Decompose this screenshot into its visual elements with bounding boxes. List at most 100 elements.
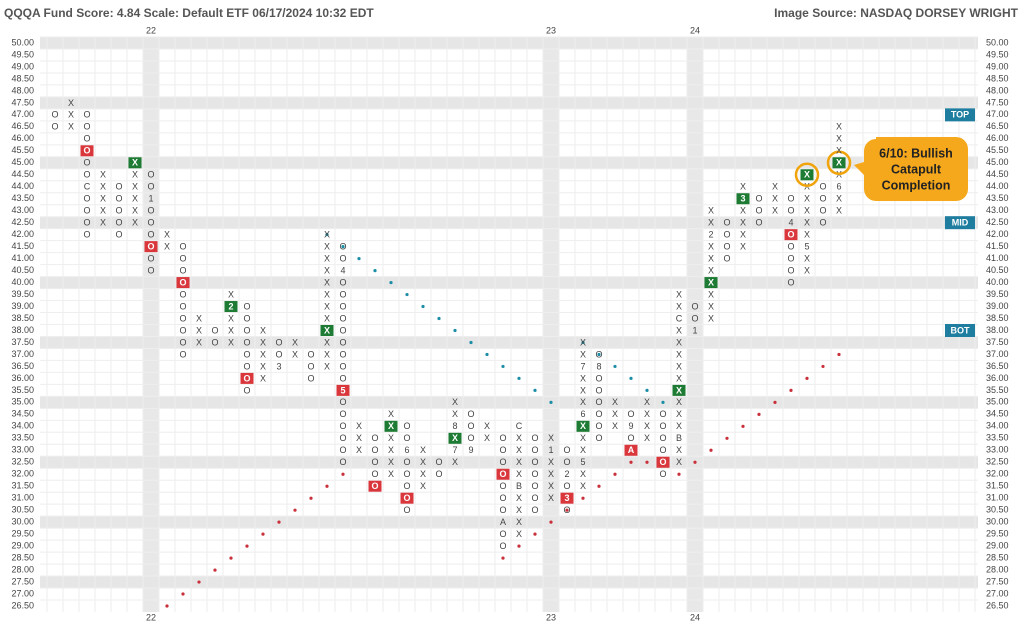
signal-box-text: A xyxy=(628,445,635,455)
box-symbol: O xyxy=(371,445,378,455)
box-symbol: X xyxy=(228,337,234,347)
box-symbol: X xyxy=(516,457,522,467)
y-tick-label: 38.00 xyxy=(11,325,34,335)
trendline-dot xyxy=(293,508,297,512)
box-symbol: X xyxy=(708,242,714,252)
box-symbol: O xyxy=(723,253,730,263)
box-symbol: O xyxy=(819,206,826,216)
y-tick-label: 34.00 xyxy=(11,421,34,431)
signal-box xyxy=(672,384,686,396)
signal-box xyxy=(144,241,158,253)
box-symbol: O xyxy=(243,349,250,359)
trendline-dot xyxy=(629,460,633,464)
y-tick-label: 32.00 xyxy=(11,469,34,479)
box-symbol: X xyxy=(356,445,362,455)
box-symbol: O xyxy=(787,242,794,252)
box-symbol: O xyxy=(339,313,346,323)
box-symbol: O xyxy=(531,505,538,515)
month-label: 1 xyxy=(148,194,153,204)
y-tick-label: 34.50 xyxy=(11,409,34,419)
box-symbol: O xyxy=(659,469,666,479)
zone-tag xyxy=(945,108,975,122)
box-symbol: O xyxy=(339,277,346,287)
box-symbol: X xyxy=(804,253,810,263)
box-symbol: O xyxy=(819,218,826,228)
box-symbol: X xyxy=(388,457,394,467)
y-tick-label-right: 26.50 xyxy=(986,600,1009,610)
box-symbol: X xyxy=(740,242,746,252)
y-tick-label-right: 34.50 xyxy=(986,409,1009,419)
month-label: 3 xyxy=(276,361,281,371)
month-label: 4 xyxy=(788,218,793,228)
signal-box-text: O xyxy=(179,277,186,287)
box-symbol: O xyxy=(179,265,186,275)
y-tick-label: 45.50 xyxy=(11,145,34,155)
trendline-dot xyxy=(517,376,521,381)
y-tick-label-right: 43.50 xyxy=(986,193,1009,203)
box-symbol: O xyxy=(563,505,570,515)
box-symbol: O xyxy=(147,265,154,275)
y-tick-label: 42.00 xyxy=(11,229,34,239)
box-symbol: O xyxy=(371,433,378,443)
box-symbol: O xyxy=(499,541,506,551)
box-symbol: O xyxy=(83,194,90,204)
box-symbol: O xyxy=(787,253,794,263)
box-symbol: X xyxy=(132,218,138,228)
signal-box-text: 3 xyxy=(740,194,745,204)
signal-box xyxy=(240,372,254,384)
y-tick-label: 36.00 xyxy=(11,373,34,383)
y-tick-label-right: 44.50 xyxy=(986,169,1009,179)
box-symbol: O xyxy=(563,445,570,455)
box-symbol: O xyxy=(499,445,506,455)
box-symbol: O xyxy=(339,301,346,311)
box-symbol: O xyxy=(563,481,570,491)
y-tick-label-right: 38.50 xyxy=(986,313,1009,323)
box-symbol: X xyxy=(100,182,106,192)
trendline-dot xyxy=(229,556,233,560)
trendline-dot xyxy=(405,292,409,297)
y-tick-label-right: 45.00 xyxy=(986,157,1009,167)
box-symbol: O xyxy=(659,433,666,443)
y-tick-label-right: 40.00 xyxy=(986,277,1009,287)
box-symbol: O xyxy=(499,433,506,443)
box-symbol: X xyxy=(324,313,330,323)
row-band xyxy=(40,576,978,589)
box-symbol: O xyxy=(307,373,314,383)
box-symbol: X xyxy=(804,265,810,275)
y-tick-label-right: 44.00 xyxy=(986,181,1009,191)
box-symbol: O xyxy=(723,218,730,228)
year-label: 24 xyxy=(690,25,700,35)
trendline-dot xyxy=(725,436,729,440)
box-symbol: X xyxy=(676,457,682,467)
box-symbol: O xyxy=(339,325,346,335)
trendline-dot xyxy=(645,460,649,464)
box-symbol: X xyxy=(644,421,650,431)
y-tick-label-right: 36.00 xyxy=(986,373,1009,383)
trendline-dot xyxy=(581,496,585,500)
month-label: 2 xyxy=(708,230,713,240)
month-label: 1 xyxy=(692,325,697,335)
box-symbol: X xyxy=(324,301,330,311)
box-symbol: X xyxy=(100,206,106,216)
box-symbol: O xyxy=(755,206,762,216)
box-symbol: X xyxy=(804,206,810,216)
trendline-dot xyxy=(277,520,281,524)
box-symbol: X xyxy=(68,122,74,132)
signal-box-text: O xyxy=(147,242,154,252)
box-symbol: X xyxy=(388,445,394,455)
y-tick-label-right: 31.50 xyxy=(986,481,1009,491)
callout-text: Completion xyxy=(882,178,951,192)
box-symbol: O xyxy=(83,122,90,132)
y-tick-label-right: 48.00 xyxy=(986,85,1009,95)
y-tick-label-right: 40.50 xyxy=(986,265,1009,275)
trendline-dot xyxy=(613,364,617,369)
y-tick-label: 40.50 xyxy=(11,265,34,275)
box-symbol: X xyxy=(580,433,586,443)
box-symbol: X xyxy=(708,301,714,311)
y-tick-label: 29.00 xyxy=(11,540,34,550)
box-symbol: O xyxy=(83,158,90,168)
box-symbol: O xyxy=(467,409,474,419)
signal-box-text: X xyxy=(324,325,330,335)
y-tick-label: 41.00 xyxy=(11,253,34,263)
